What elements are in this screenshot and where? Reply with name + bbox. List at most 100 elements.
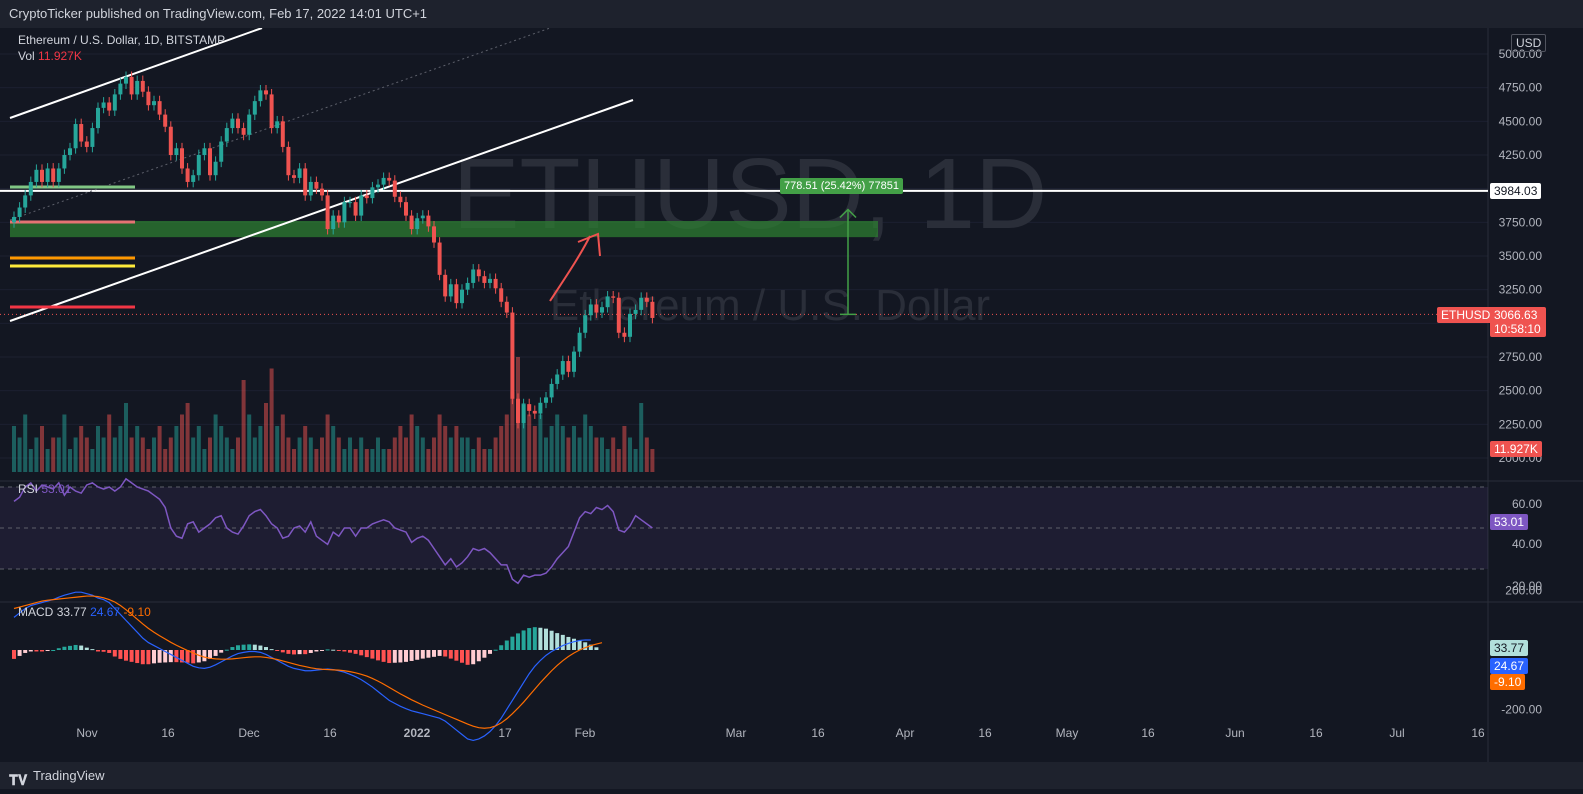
volume-bar — [28, 449, 33, 472]
volume-bar — [146, 449, 151, 472]
time-tick-label: Dec — [238, 726, 259, 740]
macd-hist-bar — [213, 650, 218, 656]
macd-hist-bar — [583, 642, 588, 650]
demand-zone — [10, 220, 878, 238]
macd-hist-bar — [404, 650, 408, 662]
volume-bar — [488, 449, 492, 472]
last-price: 3066.63 — [1494, 308, 1538, 322]
candle-body — [499, 288, 504, 302]
candle-body — [269, 94, 274, 129]
candle-body — [510, 312, 515, 399]
candle-body — [17, 207, 22, 217]
macd-hist-bar — [499, 645, 504, 650]
macd-hist-bar — [364, 650, 369, 658]
candle-body — [521, 404, 526, 423]
macd-hist-bar — [398, 650, 403, 663]
candle-body — [432, 226, 436, 243]
currency-button[interactable]: USD — [1511, 34, 1547, 52]
signal-line — [13, 595, 603, 729]
candle-body — [112, 94, 117, 111]
candle-body — [168, 126, 173, 155]
volume-bar — [185, 403, 190, 472]
rsi-legend: RSI 53.01 — [18, 482, 71, 496]
footer-bar: 𝐓𝐕 TradingView — [0, 762, 1583, 789]
volume-bar — [140, 437, 145, 472]
candle-body — [544, 397, 548, 403]
macd-hist-bar — [84, 647, 89, 650]
hist-tag: -9.10 — [1490, 674, 1526, 690]
candle-body — [633, 309, 638, 314]
time-tick-label: 16 — [161, 726, 175, 740]
volume-bar — [544, 437, 548, 472]
projection-arrow — [549, 235, 591, 302]
macd-hist-bar — [420, 650, 425, 659]
macd-hist-bar — [101, 650, 106, 652]
macd-legend: MACD 33.77 24.67 -9.10 — [18, 605, 151, 619]
candle-body — [420, 215, 425, 219]
macd-hist-bar — [208, 650, 212, 659]
candle-body — [28, 181, 33, 196]
candle-body — [359, 195, 364, 216]
macd-hist-bar — [588, 644, 593, 650]
macd-hist-bar — [353, 650, 358, 654]
volume-bar — [600, 437, 604, 472]
time-tick-label: Mar — [726, 726, 747, 740]
candle-body — [566, 361, 571, 372]
macd-hist-bar — [460, 650, 464, 663]
volume-bar — [224, 437, 229, 472]
candle-body — [336, 215, 341, 223]
candle-body — [79, 124, 84, 142]
candle-body — [364, 195, 369, 199]
price-tick-label: 2750.00 — [1499, 350, 1543, 364]
chart-canvas[interactable]: ETHUSD, 1D Ethereum / U.S. Dollar 5000.0… — [0, 28, 1583, 762]
volume-bar — [404, 437, 408, 472]
volume-bar — [510, 391, 515, 472]
signal-tag: 24.67 — [1490, 658, 1529, 674]
macd-hist-bar — [68, 645, 72, 650]
volume-bar — [325, 414, 330, 472]
candle-body — [600, 307, 604, 313]
candle-body — [320, 188, 324, 196]
macd-hist-bar — [527, 628, 532, 650]
volume-bar — [398, 426, 403, 472]
macd-hist-bar — [516, 633, 520, 650]
candle-body — [180, 148, 184, 169]
volume-bar — [180, 414, 184, 472]
volume-bar — [376, 437, 380, 472]
candle-body — [196, 155, 201, 176]
countdown: 10:58:10 — [1494, 322, 1541, 336]
volume-bar — [549, 426, 554, 472]
candle-body — [628, 313, 632, 337]
volume-bar — [96, 426, 100, 472]
tradingview-brand[interactable]: TradingView — [33, 768, 105, 783]
macd-hist-bar — [252, 644, 257, 650]
symbol-tag: ETHUSD — [1437, 307, 1495, 323]
volume-bar — [426, 449, 431, 472]
level-price-tag: 3984.03 — [1490, 183, 1542, 199]
volume-bar — [213, 414, 218, 472]
candle-body — [12, 216, 16, 223]
candle-body — [107, 102, 112, 111]
candle-body — [639, 297, 644, 310]
macd-hist-bar — [432, 650, 436, 657]
macd-hist-bar — [62, 646, 67, 650]
price-tick-label: 4250.00 — [1499, 148, 1543, 162]
candle-body — [202, 148, 207, 155]
rsi-tick-label: 40.00 — [1512, 537, 1542, 551]
macd-hist-bar — [202, 650, 207, 662]
published-text: CryptoTicker published on TradingView.co… — [9, 6, 428, 21]
candle-body — [493, 278, 498, 289]
volume-bar — [152, 437, 156, 472]
volume-bar — [342, 449, 347, 472]
vol-label: Vol — [18, 49, 35, 63]
volume-bar — [336, 437, 341, 472]
macd-hist-bar — [79, 645, 84, 650]
rsi-value: 53.01 — [41, 482, 72, 496]
tradingview-logo-icon[interactable]: 𝐓𝐕 — [9, 772, 28, 788]
time-tick-label: 16 — [978, 726, 992, 740]
candle-body — [555, 374, 560, 384]
macd-hist-value: -9.10 — [123, 605, 151, 619]
macd-hist-bar — [594, 647, 599, 650]
time-tick-label: 17 — [498, 726, 512, 740]
volume-bar — [275, 426, 280, 472]
